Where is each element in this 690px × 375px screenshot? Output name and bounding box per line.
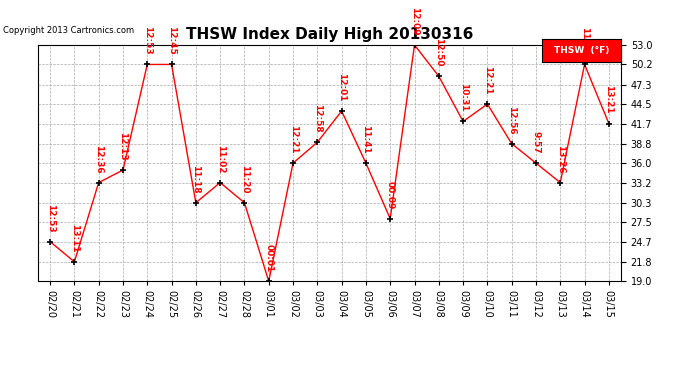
Text: 00:01: 00:01	[264, 243, 273, 272]
Text: 00:09: 00:09	[386, 181, 395, 209]
Text: 12:53: 12:53	[46, 204, 55, 232]
Text: 11:41: 11:41	[362, 125, 371, 154]
Text: 12:53: 12:53	[143, 26, 152, 55]
Text: 13:11: 13:11	[70, 224, 79, 252]
Text: 11:01: 11:01	[580, 27, 589, 55]
Text: Copyright 2013 Cartronics.com: Copyright 2013 Cartronics.com	[3, 26, 135, 35]
Title: THSW Index Daily High 20130316: THSW Index Daily High 20130316	[186, 27, 473, 42]
Text: 12:09: 12:09	[410, 7, 419, 36]
Text: 12:36: 12:36	[94, 144, 104, 173]
Text: 12:13: 12:13	[119, 132, 128, 160]
Text: 12:01: 12:01	[337, 73, 346, 102]
Text: 11:02: 11:02	[216, 145, 225, 173]
Text: 12:45: 12:45	[167, 26, 176, 55]
Text: 12:56: 12:56	[507, 106, 516, 134]
Text: 11:20: 11:20	[240, 165, 249, 193]
Text: THSW  (°F): THSW (°F)	[553, 46, 609, 55]
Text: 11:18: 11:18	[191, 165, 200, 193]
Text: 12:21: 12:21	[483, 66, 492, 94]
Text: 12:50: 12:50	[434, 38, 443, 67]
Text: 13:26: 13:26	[555, 144, 565, 173]
Text: 10:31: 10:31	[459, 84, 468, 112]
Text: 12:21: 12:21	[288, 125, 297, 154]
Text: 12:58: 12:58	[313, 104, 322, 133]
Text: 9:57: 9:57	[531, 131, 540, 154]
Text: 13:21: 13:21	[604, 86, 613, 114]
